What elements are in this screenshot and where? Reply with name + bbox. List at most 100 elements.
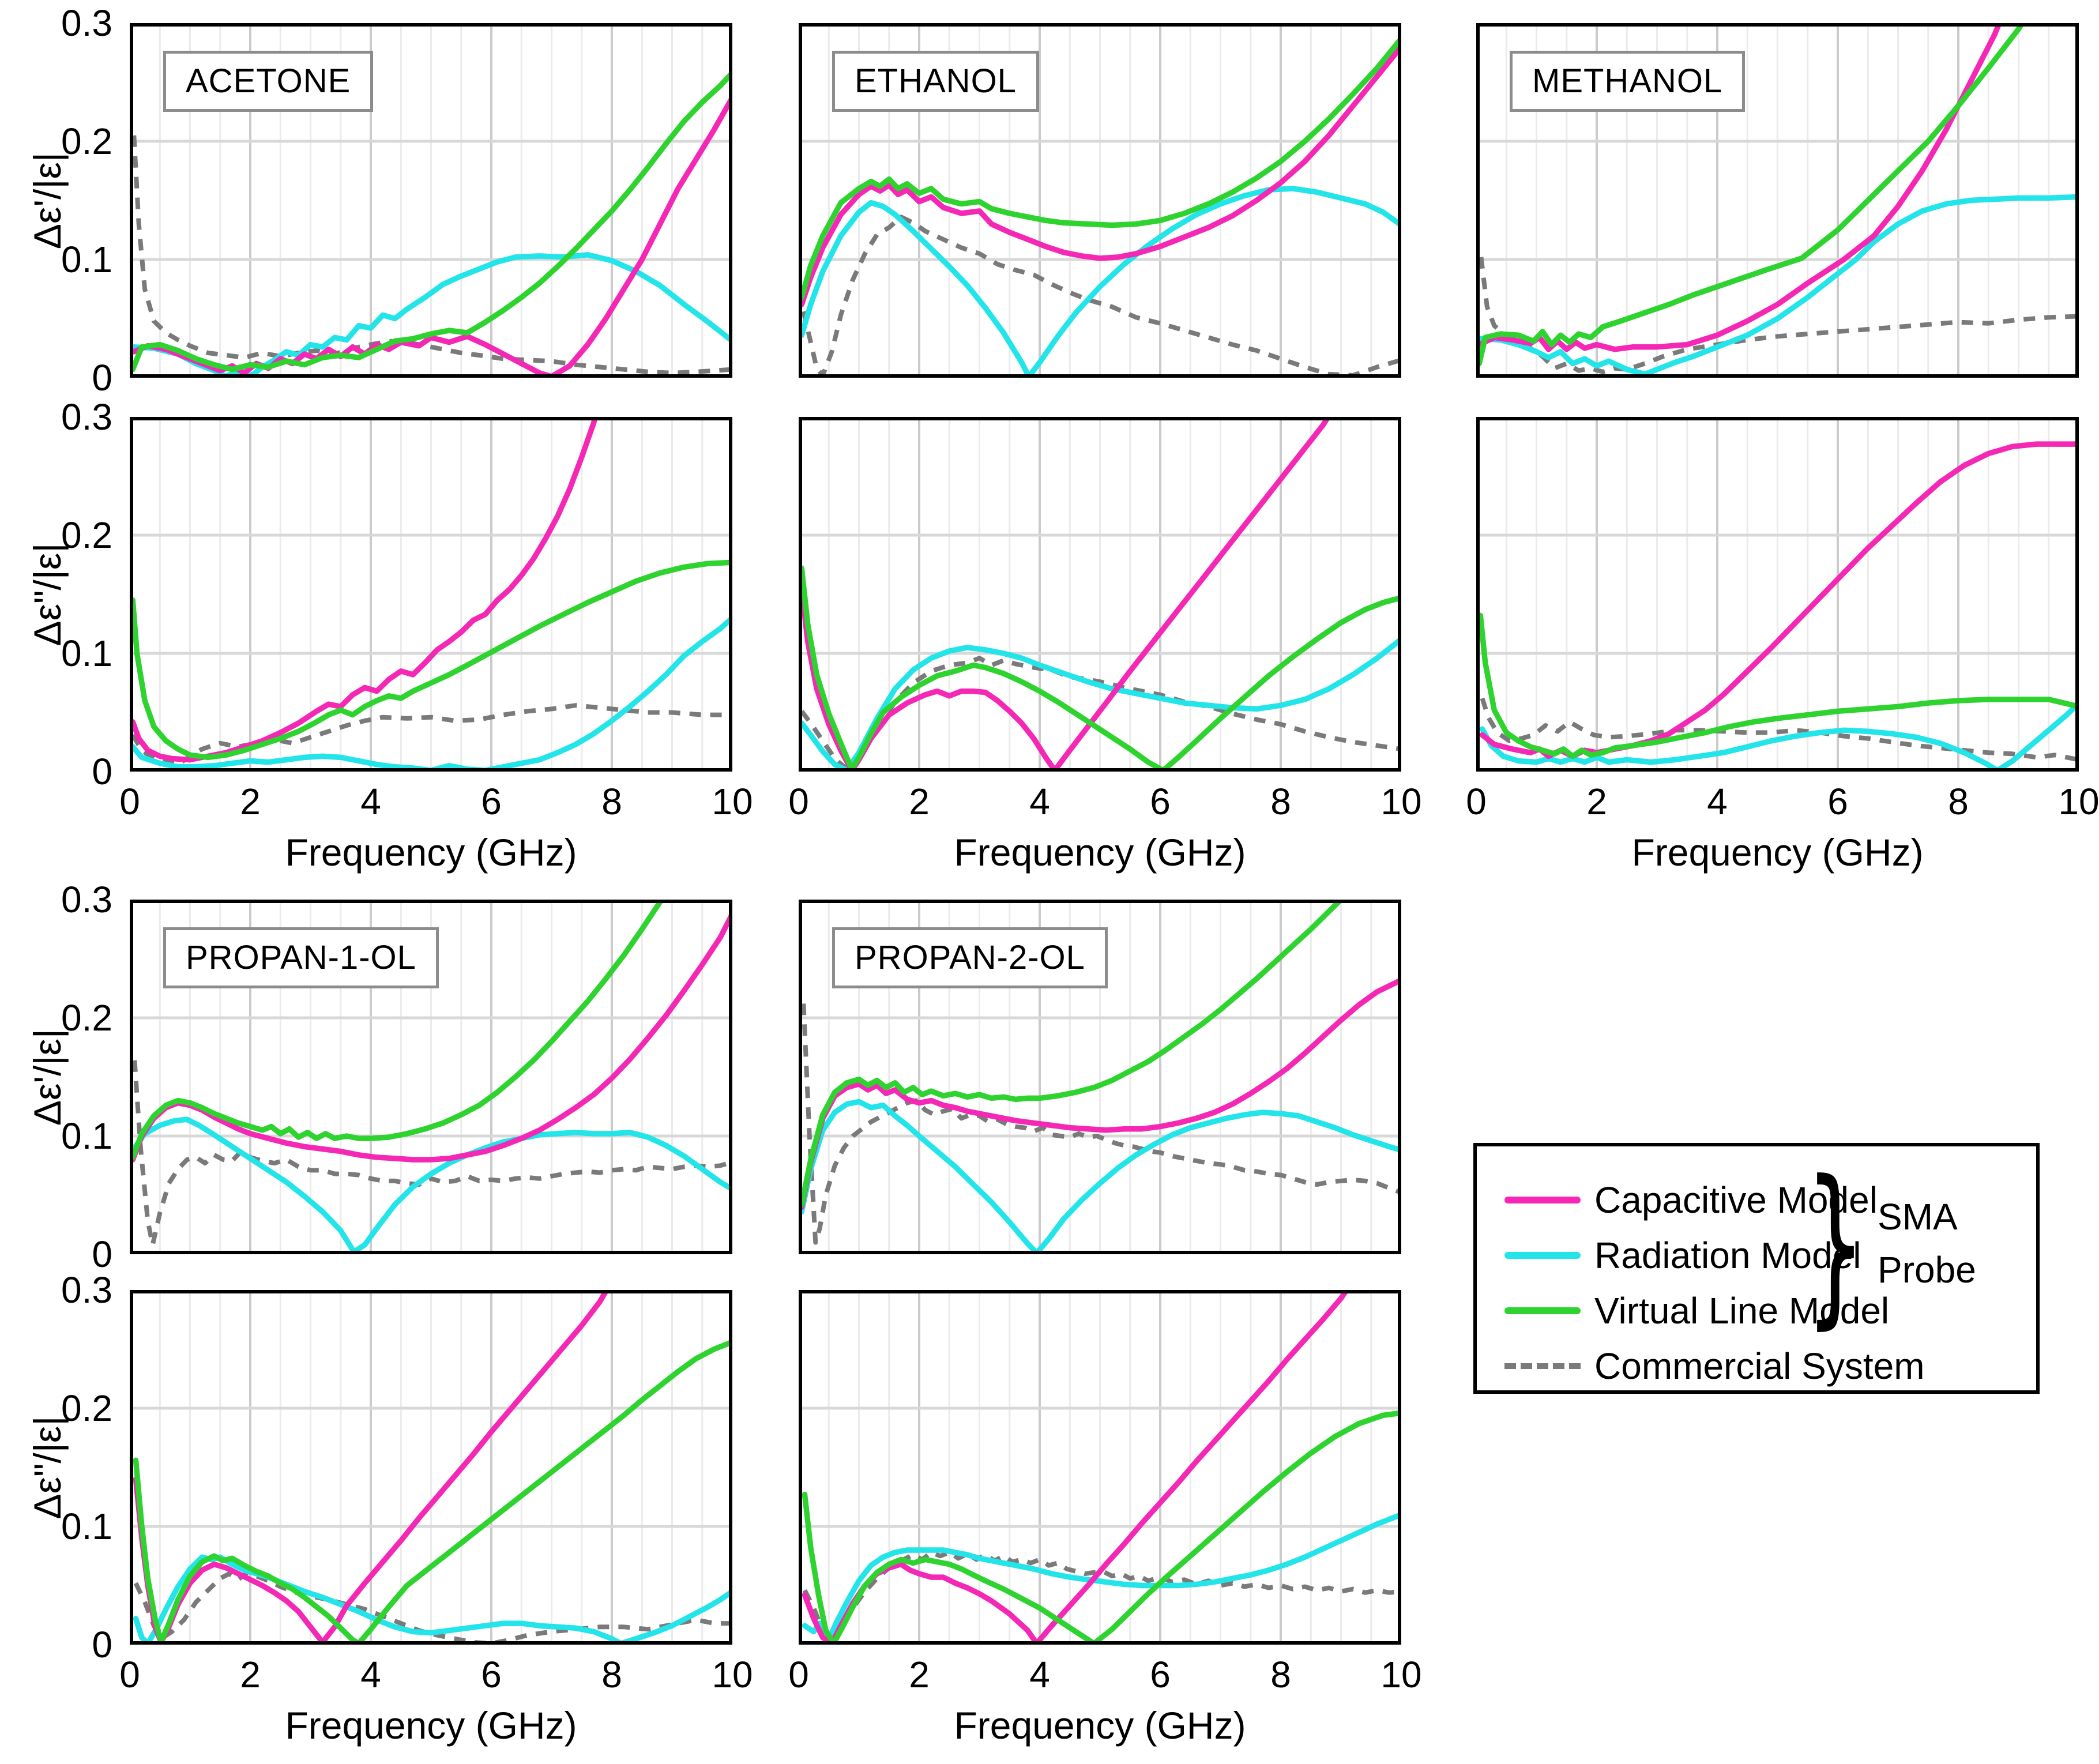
legend-swatch-virtual	[1504, 1307, 1581, 1314]
x-tick-label: 2	[1586, 781, 1607, 822]
plot-border	[1476, 23, 2079, 378]
x-axis-title: Frequency (GHz)	[285, 831, 577, 874]
y-tick-label: 0.2	[61, 514, 112, 556]
series-virtual-line	[799, 900, 1345, 1208]
x-tick-label: 6	[1150, 781, 1171, 822]
x-tick-label: 4	[1029, 781, 1050, 822]
x-tick-label: 8	[601, 1654, 622, 1695]
chart-panel-propan1-imag	[130, 1290, 732, 1645]
y-tick-label: 0.1	[61, 1115, 112, 1157]
plot-area-propan1-real	[130, 900, 732, 1254]
legend-swatch-radiation	[1504, 1252, 1581, 1259]
series-commercial-line	[801, 215, 1401, 378]
x-tick-label: 0	[119, 781, 140, 822]
x-tick-label: 0	[1466, 781, 1487, 822]
y-tick-label: 0.3	[61, 1269, 112, 1311]
series-commercial-line	[801, 1003, 1401, 1245]
series-virtual-line	[799, 35, 1401, 300]
solvent-label-box-acetone-real: ACETONE	[163, 51, 374, 112]
legend-swatch-commercial	[1504, 1363, 1581, 1369]
x-axis-title: Frequency (GHz)	[285, 1704, 577, 1747]
chart-panel-acetone-real: ACETONE	[130, 23, 732, 378]
series-virtual-line	[802, 1410, 1401, 1645]
sma-probe-brace-icon: }	[1805, 1144, 1866, 1345]
chart-panel-methanol-real: METHANOL	[1476, 23, 2079, 378]
x-tick-label: 2	[240, 1654, 261, 1695]
x-tick-label: 10	[712, 1654, 753, 1695]
plot-border	[799, 1290, 1401, 1645]
chart-panel-ethanol-real: ETHANOL	[799, 23, 1401, 378]
legend-label-radiation: Radiation Model	[1594, 1235, 1861, 1276]
solvent-label-text: ACETONE	[186, 62, 351, 100]
legend-swatch-capacitive	[1504, 1197, 1581, 1203]
chart-panel-acetone-imag	[130, 417, 732, 772]
solvent-label-text: PROPAN-1-OL	[186, 939, 416, 976]
y-axis-title: Δε'/|ε|	[26, 152, 69, 249]
chart-panel-propan1-real: PROPAN-1-OL	[130, 900, 732, 1254]
series-commercial-line	[802, 1550, 1401, 1645]
series-virtual-line	[130, 559, 732, 761]
x-tick-label: 6	[481, 1654, 502, 1695]
series-capacitive-line	[1479, 441, 2079, 759]
plot-border	[130, 23, 732, 378]
plot-area-propan2-imag	[799, 1290, 1401, 1645]
solvent-label-text: PROPAN-2-OL	[855, 939, 1085, 976]
x-tick-label: 0	[788, 781, 809, 822]
sma-probe-label-line-2: Probe	[1878, 1249, 1976, 1291]
x-tick-label: 2	[909, 1654, 930, 1695]
x-tick-label: 8	[601, 781, 622, 822]
plot-border	[130, 417, 732, 772]
plot-area-methanol-imag	[1476, 417, 2079, 772]
series-radiation-line	[131, 252, 732, 378]
x-tick-label: 8	[1948, 781, 1969, 822]
y-axis-title: Δε'/|ε|	[26, 1028, 69, 1126]
series-radiation-line	[130, 1116, 732, 1254]
x-tick-label: 4	[360, 1654, 381, 1695]
series-capacitive-line	[802, 1290, 1351, 1645]
series-commercial-line	[1480, 697, 2079, 762]
solvent-label-text: ETHANOL	[855, 62, 1017, 100]
x-tick-label: 4	[1029, 1654, 1050, 1695]
y-tick-label: 0.3	[61, 879, 112, 920]
y-axis-title: Δε"/|ε|	[26, 543, 69, 646]
series-capacitive-line	[799, 977, 1401, 1210]
y-tick-label: 0.1	[61, 1506, 112, 1547]
x-tick-label: 10	[712, 781, 753, 822]
x-tick-label: 2	[909, 781, 930, 822]
series-capacitive-line	[1476, 23, 2003, 352]
plot-area-ethanol-imag	[799, 417, 1401, 772]
x-tick-label: 10	[1380, 781, 1422, 822]
x-tick-label: 6	[1827, 781, 1848, 822]
legend-label-commercial: Commercial System	[1594, 1345, 1925, 1387]
series-virtual-line	[799, 565, 1401, 772]
y-tick-label: 0.3	[61, 2, 112, 44]
series-capacitive-line	[799, 44, 1401, 307]
series-radiation-line	[1477, 194, 2079, 377]
plot-border	[799, 23, 1401, 378]
chart-panel-methanol-imag	[1476, 417, 2079, 772]
y-tick-label: 0.2	[61, 997, 112, 1039]
x-tick-label: 8	[1270, 1654, 1291, 1695]
x-tick-label: 6	[1150, 1654, 1171, 1695]
legend-item-commercial: Commercial System	[1504, 1345, 1925, 1387]
series-radiation-line	[1479, 700, 2079, 772]
x-axis-title: Frequency (GHz)	[1631, 831, 1924, 874]
y-tick-label: 0.2	[61, 1387, 112, 1429]
legend-label-virtual: Virtual Line Model	[1594, 1290, 1890, 1332]
y-tick-label: 0	[92, 1624, 112, 1665]
series-virtual-line	[133, 1339, 732, 1645]
legend-box: Capacitive Model Radiation Model Virtual L…	[1473, 1143, 2040, 1394]
y-tick-label: 0.1	[61, 239, 112, 280]
plot-border	[799, 900, 1401, 1254]
x-tick-label: 4	[360, 781, 381, 822]
chart-panel-ethanol-imag	[799, 417, 1401, 772]
x-tick-label: 10	[1380, 1654, 1422, 1695]
plot-area-acetone-imag	[130, 417, 732, 772]
series-virtual-line	[130, 70, 732, 373]
x-tick-label: 6	[481, 781, 502, 822]
legend-item-virtual: Virtual Line Model	[1504, 1289, 1889, 1332]
x-tick-label: 4	[1707, 781, 1728, 822]
plot-border	[130, 900, 732, 1254]
series-commercial-line	[132, 1060, 732, 1247]
